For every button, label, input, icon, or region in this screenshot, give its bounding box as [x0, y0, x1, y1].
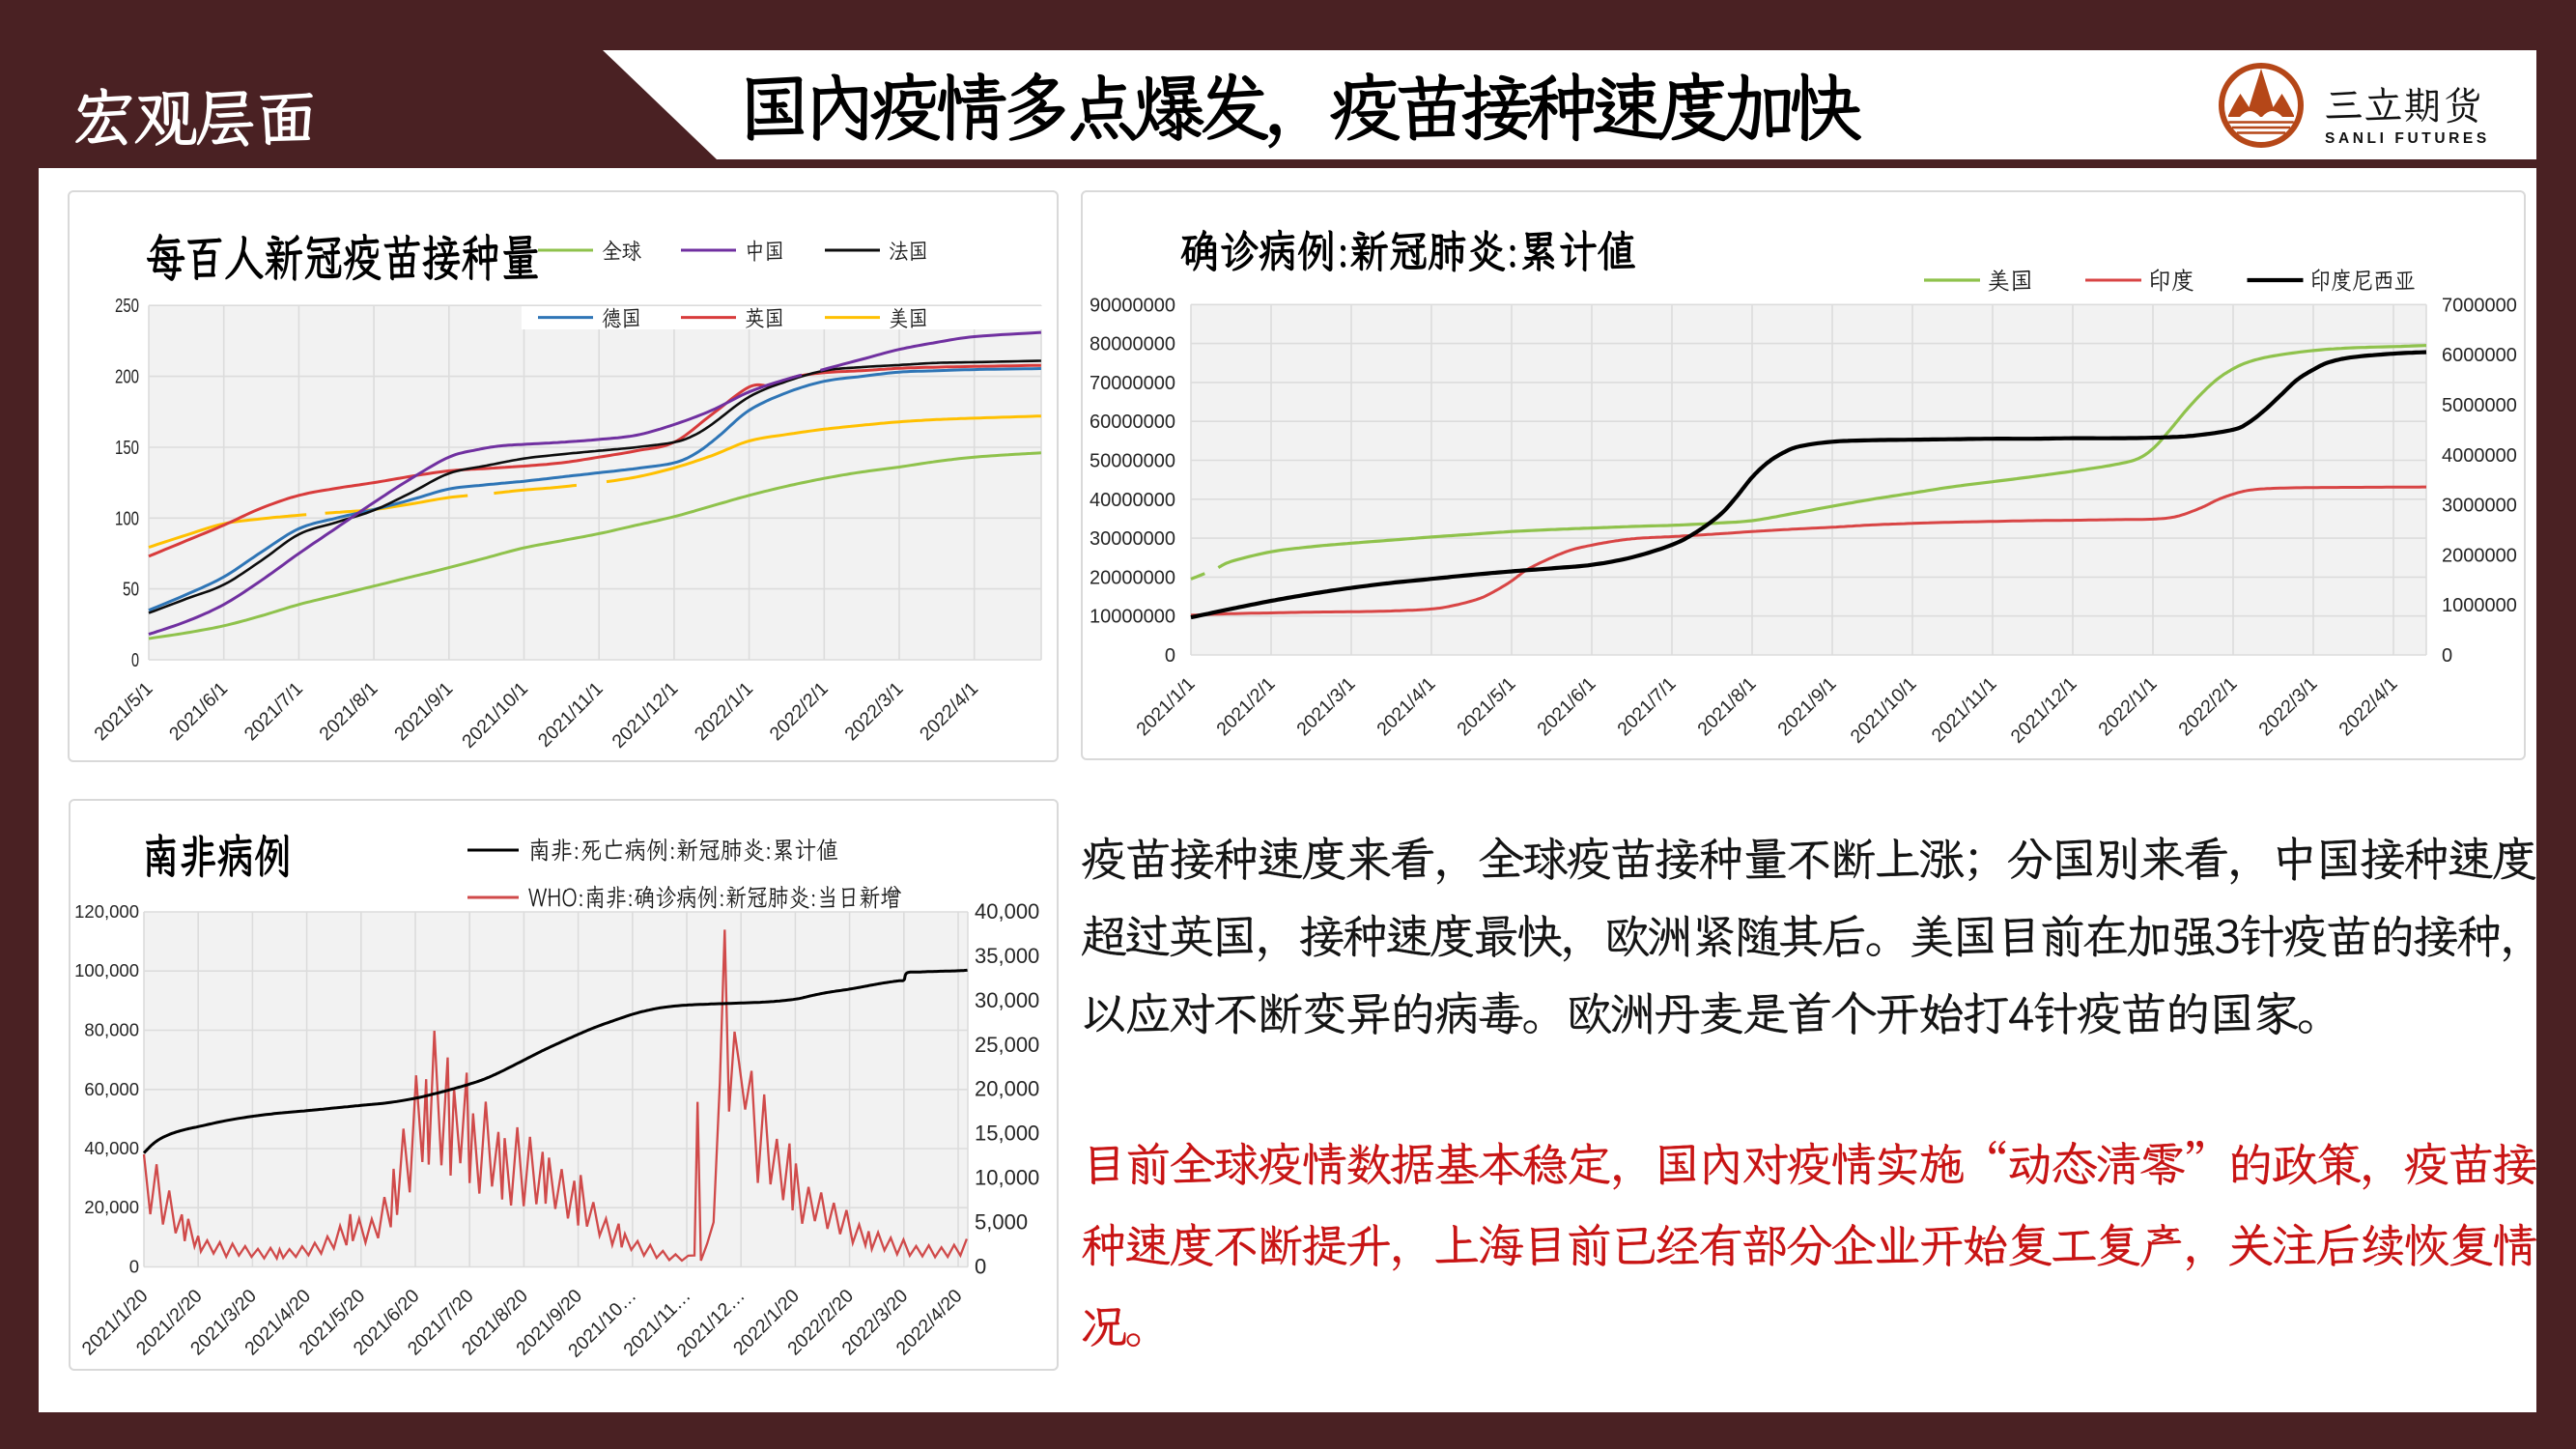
svg-text:美国: 美国 — [1987, 265, 2033, 297]
svg-text:1000000: 1000000 — [2442, 595, 2517, 616]
svg-text:2022/2/1: 2022/2/1 — [766, 678, 833, 745]
svg-text:2021/5/1: 2021/5/1 — [1453, 673, 1519, 740]
svg-text:90000000: 90000000 — [1090, 295, 1175, 316]
svg-text:2022/3/1: 2022/3/1 — [2254, 673, 2321, 740]
svg-text:2021/11/1: 2021/11/1 — [1928, 673, 2001, 747]
svg-text:德国: 德国 — [602, 303, 641, 333]
svg-text:印度尼西亚: 印度尼西亚 — [2310, 265, 2416, 297]
svg-text:25,000: 25,000 — [975, 1033, 1039, 1057]
svg-text:2022/1/1: 2022/1/1 — [691, 678, 757, 745]
svg-text:南非病例: 南非病例 — [142, 824, 292, 886]
svg-text:5000000: 5000000 — [2442, 395, 2517, 416]
svg-text:2022/2/1: 2022/2/1 — [2174, 673, 2241, 740]
svg-text:40,000: 40,000 — [975, 899, 1039, 923]
svg-text:6000000: 6000000 — [2442, 345, 2517, 366]
svg-text:2021/5/1: 2021/5/1 — [90, 678, 156, 745]
svg-text:200: 200 — [115, 367, 139, 388]
svg-text:法国: 法国 — [889, 236, 928, 266]
svg-text:80000000: 80000000 — [1090, 334, 1175, 355]
svg-text:120,000: 120,000 — [74, 901, 139, 922]
svg-text:2021/10/1: 2021/10/1 — [458, 678, 532, 753]
svg-text:每百人新冠疫苗接种量: 每百人新冠疫苗接种量 — [146, 223, 540, 290]
svg-text:0: 0 — [131, 650, 139, 671]
svg-text:2022/3/1: 2022/3/1 — [840, 678, 907, 745]
svg-text:2022/4/1: 2022/4/1 — [2335, 673, 2401, 740]
svg-text:2021/10/1: 2021/10/1 — [1847, 673, 1921, 748]
svg-text:全球: 全球 — [602, 236, 641, 266]
svg-text:30,000: 30,000 — [975, 988, 1039, 1012]
svg-text:60000000: 60000000 — [1090, 412, 1175, 433]
svg-text:2000000: 2000000 — [2442, 545, 2517, 566]
svg-text:100: 100 — [115, 508, 139, 529]
svg-text:60,000: 60,000 — [84, 1079, 139, 1099]
svg-text:美国: 美国 — [889, 303, 928, 333]
svg-text:2021/7/1: 2021/7/1 — [1613, 673, 1680, 740]
svg-text:20,000: 20,000 — [84, 1197, 139, 1217]
svg-text:2021/2/1: 2021/2/1 — [1212, 673, 1279, 740]
svg-text:100,000: 100,000 — [74, 960, 139, 980]
svg-text:30000000: 30000000 — [1090, 528, 1175, 550]
svg-text:WHO:南非:确诊病例:新冠肺炎:当日新增: WHO:南非:确诊病例:新冠肺炎:当日新增 — [528, 881, 901, 914]
svg-text:2022/4/1: 2022/4/1 — [916, 678, 982, 745]
svg-text:10,000: 10,000 — [975, 1166, 1039, 1190]
svg-text:0: 0 — [975, 1255, 986, 1279]
svg-text:2021/12/1: 2021/12/1 — [609, 678, 683, 753]
svg-text:2021/9/1: 2021/9/1 — [390, 678, 457, 745]
svg-text:70000000: 70000000 — [1090, 373, 1175, 394]
svg-text:20000000: 20000000 — [1090, 567, 1175, 588]
svg-text:中国: 中国 — [745, 236, 784, 266]
svg-text:2021/7/1: 2021/7/1 — [241, 678, 307, 745]
svg-text:2021/6/1: 2021/6/1 — [165, 678, 232, 745]
svg-text:0: 0 — [1165, 645, 1175, 667]
svg-text:2021/4/1: 2021/4/1 — [1373, 673, 1439, 740]
svg-text:7000000: 7000000 — [2442, 295, 2517, 316]
svg-text:80,000: 80,000 — [84, 1020, 139, 1040]
svg-text:2021/12/1: 2021/12/1 — [2007, 673, 2081, 748]
svg-text:2021/11/1: 2021/11/1 — [534, 678, 608, 752]
svg-text:SANLI FUTURES: SANLI FUTURES — [2325, 130, 2490, 147]
svg-text:150: 150 — [115, 438, 139, 459]
svg-text:2022/1/1: 2022/1/1 — [2094, 673, 2161, 740]
svg-text:印度: 印度 — [2148, 265, 2194, 297]
svg-text:40,000: 40,000 — [84, 1138, 139, 1158]
svg-text:2021/8/1: 2021/8/1 — [315, 678, 382, 745]
svg-text:南非:死亡病例:新冠肺炎:累计值: 南非:死亡病例:新冠肺炎:累计值 — [528, 834, 838, 867]
svg-text:50000000: 50000000 — [1090, 451, 1175, 472]
svg-text:2021/6/1: 2021/6/1 — [1533, 673, 1599, 740]
svg-text:0: 0 — [129, 1257, 139, 1277]
svg-text:2021/9/1: 2021/9/1 — [1773, 673, 1840, 740]
svg-text:10000000: 10000000 — [1090, 607, 1175, 628]
svg-text:250: 250 — [115, 296, 139, 317]
svg-text:50: 50 — [123, 580, 139, 601]
svg-text:三立期货: 三立期货 — [2324, 78, 2482, 130]
svg-text:20,000: 20,000 — [975, 1077, 1039, 1101]
svg-text:确诊病例:新冠肺炎:累计值: 确诊病例:新冠肺炎:累计值 — [1180, 222, 1636, 280]
svg-text:2021/8/1: 2021/8/1 — [1693, 673, 1760, 740]
svg-text:15,000: 15,000 — [975, 1122, 1039, 1146]
svg-text:4000000: 4000000 — [2442, 445, 2517, 467]
svg-text:2021/1/1: 2021/1/1 — [1132, 673, 1199, 740]
svg-text:5,000: 5,000 — [975, 1210, 1028, 1235]
svg-text:2021/3/1: 2021/3/1 — [1292, 673, 1359, 740]
svg-text:3000000: 3000000 — [2442, 496, 2517, 517]
svg-text:35,000: 35,000 — [975, 944, 1039, 968]
svg-text:0: 0 — [2442, 645, 2452, 667]
svg-text:40000000: 40000000 — [1090, 490, 1175, 511]
svg-text:英国: 英国 — [745, 303, 784, 333]
